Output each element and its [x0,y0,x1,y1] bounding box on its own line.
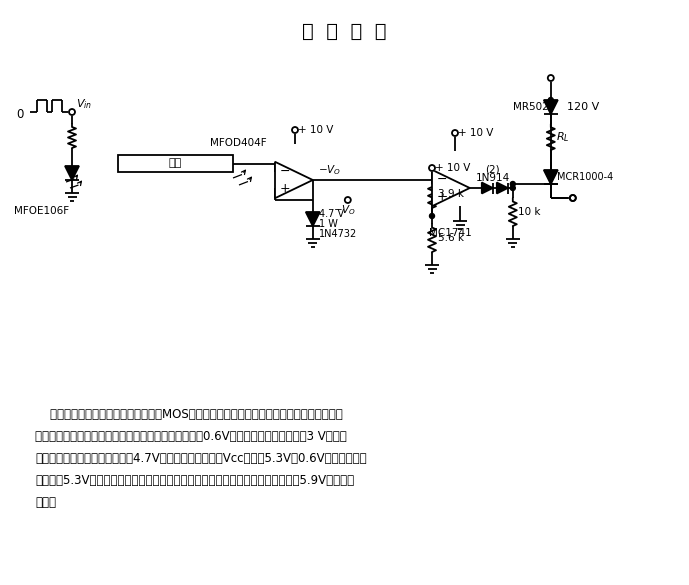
Text: + 10 V: + 10 V [458,128,493,138]
Text: +: + [437,190,448,203]
Polygon shape [275,162,313,198]
Text: $V_{in}$: $V_{in}$ [76,97,92,111]
Text: 5.6 k: 5.6 k [438,233,464,243]
Text: $- V_O$: $- V_O$ [318,163,341,177]
Circle shape [570,195,576,201]
Text: 一个运算放大器用作一个光纤系统和MOS可控硬整流器之间的接口，以对负载进行多周期半: 一个运算放大器用作一个光纤系统和MOS可控硬整流器之间的接口，以对负载进行多周期… [35,408,342,421]
Circle shape [548,98,553,102]
Text: 光  纤  接  口: 光 纤 接 口 [302,22,387,41]
Text: $- V_O$: $- V_O$ [333,203,356,217]
Text: 换至高达5.3V左右。这一电平是与作为比较器的单端供电运算放大器的基准输入（5.9V）电平兼: 换至高达5.3V左右。这一电平是与作为比较器的单端供电运算放大器的基准输入（5.… [35,474,354,487]
Text: 0: 0 [16,108,23,122]
Text: + 10 V: + 10 V [435,163,471,173]
Text: 3.9 k: 3.9 k [438,189,464,199]
Polygon shape [544,170,558,184]
Text: 波控制。这一接收机有两个互补的输出端：一个处于剠0.6V的静噪电平，另一个处于3 V电平。: 波控制。这一接收机有两个互补的输出端：一个处于剠0.6V的静噪电平，另一个处于3… [35,430,347,443]
Circle shape [452,130,458,136]
Text: 只要增加一个与返四总线串联的4.7V齐纳二极管，有效的Vᴄᴄ便变为5.3V，0.6V输出电平也变: 只要增加一个与返四总线串联的4.7V齐纳二极管，有效的Vᴄᴄ便变为5.3V，0.… [35,452,367,465]
Polygon shape [497,183,508,194]
Circle shape [292,127,298,133]
Polygon shape [306,212,320,226]
Text: 120 V: 120 V [567,102,599,112]
Circle shape [548,75,554,81]
Circle shape [511,185,515,191]
Text: −: − [437,173,447,186]
Polygon shape [65,166,79,180]
Text: 10 k: 10 k [518,207,540,217]
Text: + 10 V: + 10 V [298,125,333,135]
Text: MFOD404F: MFOD404F [210,138,267,148]
Text: $R_L$: $R_L$ [556,130,569,144]
Text: MC1741: MC1741 [429,228,471,238]
Circle shape [570,195,576,201]
Text: MR502: MR502 [513,102,548,112]
Polygon shape [432,170,470,206]
Text: −: − [280,165,291,178]
Polygon shape [544,100,558,114]
Polygon shape [482,183,493,194]
Circle shape [511,181,515,187]
Circle shape [344,197,351,203]
Text: 1 W: 1 W [319,219,338,229]
Text: (2): (2) [486,165,500,175]
Text: 1N914: 1N914 [475,173,510,183]
Bar [118,155,233,172]
Circle shape [429,214,435,219]
Text: 光纤: 光纤 [169,159,182,168]
Circle shape [69,109,75,115]
Text: MFOE106F: MFOE106F [14,206,70,216]
Text: 1N4732: 1N4732 [319,229,357,239]
Text: MCR1000-4: MCR1000-4 [557,172,613,182]
Text: +: + [280,182,291,195]
Text: 4.7 V: 4.7 V [319,209,344,219]
Text: 容的。: 容的。 [35,496,56,509]
Circle shape [429,165,435,171]
